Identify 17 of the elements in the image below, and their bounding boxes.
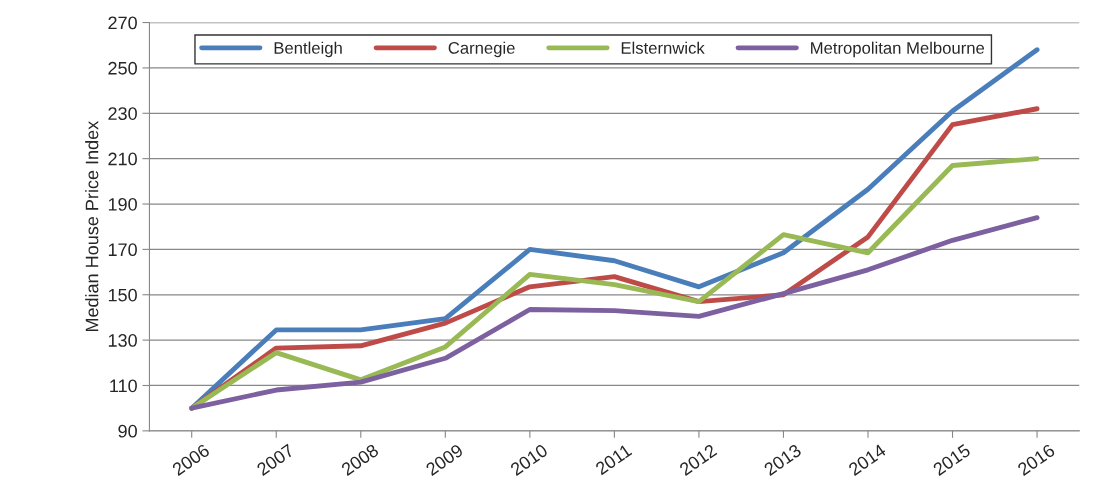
y-tick-label: 210: [108, 152, 137, 166]
legend-label: Metropolitan Melbourne: [811, 41, 985, 58]
y-tick-label: 190: [108, 197, 137, 211]
x-tick-label: 2011: [594, 443, 633, 476]
y-tick-label: 230: [108, 107, 137, 120]
y-tick-label: 150: [108, 288, 137, 302]
y-tick-label: 250: [108, 61, 137, 75]
y-tick-label: 90: [118, 424, 137, 438]
y-tick-label: 130: [108, 334, 137, 347]
y-tick-label: 270: [108, 16, 137, 30]
y-tick-label: 110: [110, 379, 137, 393]
y-tick-label: 170: [108, 243, 137, 257]
line-series: [189, 215, 1040, 411]
y-axis-title: Median House Price Index: [85, 121, 99, 332]
legend-label: Elsternwick: [621, 41, 705, 54]
legend-label: Carnegie: [448, 41, 515, 58]
legend-label: Bentleigh: [274, 41, 342, 58]
